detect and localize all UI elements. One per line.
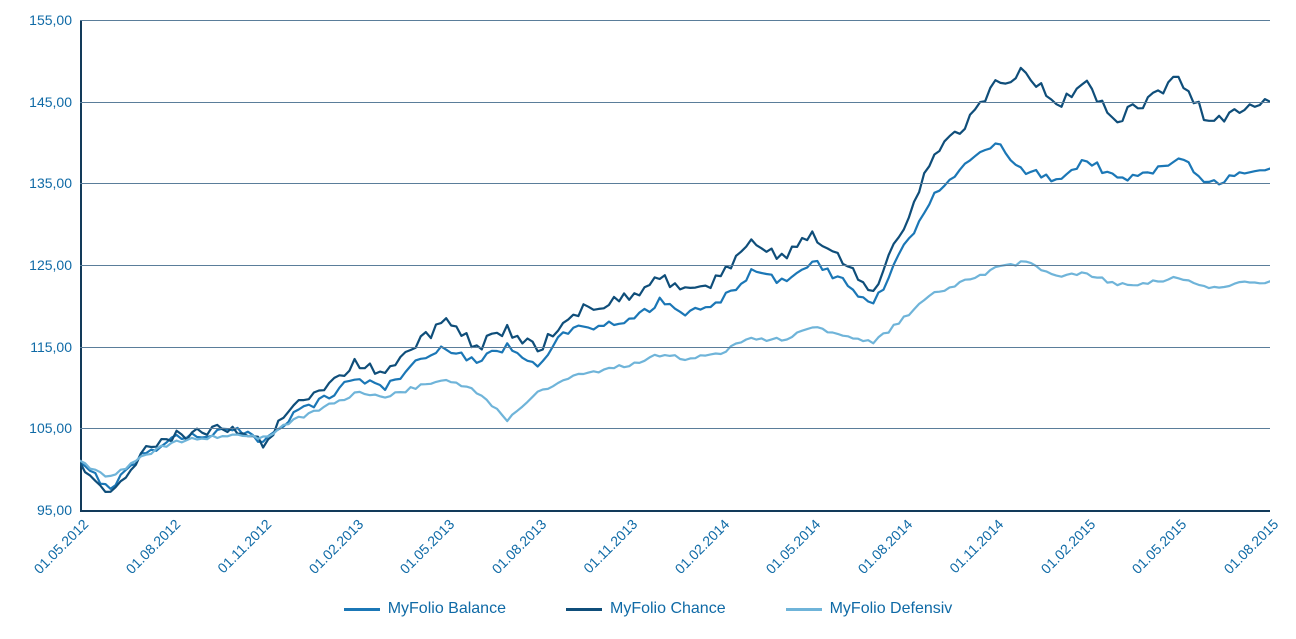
legend-swatch [566, 608, 602, 611]
grid-line [80, 20, 1270, 21]
ytick-label: 125,00 [29, 257, 72, 273]
grid-line [80, 102, 1270, 103]
xtick-label: 01.08.2012 [122, 516, 183, 577]
ytick-label: 105,00 [29, 420, 72, 436]
ytick-label: 115,00 [30, 339, 72, 355]
xtick-label: 01.11.2012 [214, 516, 274, 576]
legend-item: MyFolio Balance [344, 600, 506, 618]
xtick-label: 01.02.2014 [671, 516, 732, 577]
xtick-label: 01.11.2014 [947, 516, 1007, 576]
ytick-label: 155,00 [29, 12, 72, 28]
legend-swatch [786, 608, 822, 611]
grid-line [80, 347, 1270, 348]
grid-line [80, 428, 1270, 429]
legend-swatch [344, 608, 380, 611]
legend-label: MyFolio Balance [388, 600, 506, 618]
legend: MyFolio Balance MyFolio Chance MyFolio Def… [0, 600, 1296, 618]
ytick-label: 135,00 [29, 175, 72, 191]
performance-chart: 95,00 105,00 115,00 125,00 135,00 145,00 155,0… [0, 0, 1296, 639]
plot-area: 95,00105,00115,00125,00135,00145,00155,0… [80, 20, 1270, 510]
xtick-label: 01.08.2014 [854, 516, 915, 577]
xtick-label: 01.08.2013 [488, 516, 549, 577]
grid-line [80, 183, 1270, 184]
xtick-label: 01.08.2015 [1221, 516, 1282, 577]
legend-item: MyFolio Chance [566, 600, 726, 618]
xtick-label: 01.02.2013 [305, 516, 366, 577]
legend-label: MyFolio Chance [610, 600, 726, 618]
xtick-label: 01.05.2015 [1129, 516, 1190, 577]
xtick-label: 01.05.2014 [763, 516, 824, 577]
legend-item: MyFolio Defensiv [786, 600, 953, 618]
ytick-label: 145,00 [29, 94, 72, 110]
grid-line [80, 265, 1270, 266]
xtick-label: 01.02.2015 [1037, 516, 1098, 577]
xtick-label: 01.05.2013 [397, 516, 458, 577]
series-line [80, 261, 1270, 476]
ytick-label: 95,00 [37, 502, 72, 518]
xtick-label: 01.11.2013 [580, 516, 640, 576]
grid-line [80, 510, 1270, 512]
legend-label: MyFolio Defensiv [830, 600, 953, 618]
xtick-label: 01.05.2012 [31, 516, 92, 577]
